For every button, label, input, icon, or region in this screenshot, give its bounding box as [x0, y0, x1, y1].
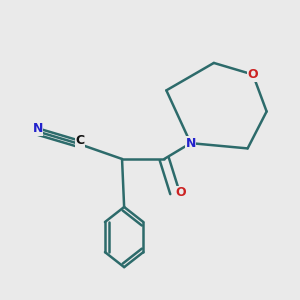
- Text: O: O: [248, 68, 258, 81]
- Text: N: N: [32, 122, 43, 136]
- Text: O: O: [176, 186, 186, 199]
- Text: C: C: [75, 134, 84, 147]
- Text: N: N: [185, 136, 196, 150]
